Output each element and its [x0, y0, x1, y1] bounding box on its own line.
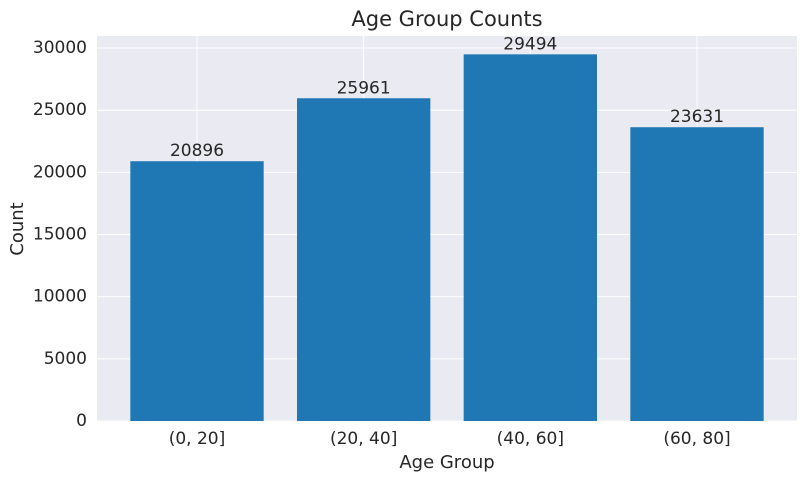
value-label: 25961	[337, 78, 391, 98]
y-tick-label: 5000	[44, 349, 87, 369]
y-axis-label: Count	[7, 202, 28, 255]
y-tick-label: 0	[76, 411, 87, 431]
value-label: 20896	[170, 141, 224, 161]
marks	[130, 54, 764, 421]
chart-title: Age Group Counts	[351, 7, 542, 31]
x-tick-label: (60, 80]	[663, 429, 730, 449]
y-tick-label: 25000	[33, 100, 87, 120]
y-tick-label: 10000	[33, 287, 87, 307]
y-tick-label: 15000	[33, 225, 87, 245]
x-tick-label: (0, 20]	[169, 429, 226, 449]
value-label: 23631	[670, 107, 724, 127]
y-tick-label: 30000	[33, 38, 87, 58]
value-label: 29494	[503, 34, 557, 54]
bar	[463, 54, 597, 421]
x-tick-label: (20, 40]	[330, 429, 397, 449]
x-axis-label: Age Group	[399, 452, 494, 473]
bar	[630, 127, 764, 421]
x-tick-label: (40, 60]	[497, 429, 564, 449]
bar	[130, 161, 264, 421]
bar	[297, 98, 431, 421]
y-tick-label: 20000	[33, 162, 87, 182]
